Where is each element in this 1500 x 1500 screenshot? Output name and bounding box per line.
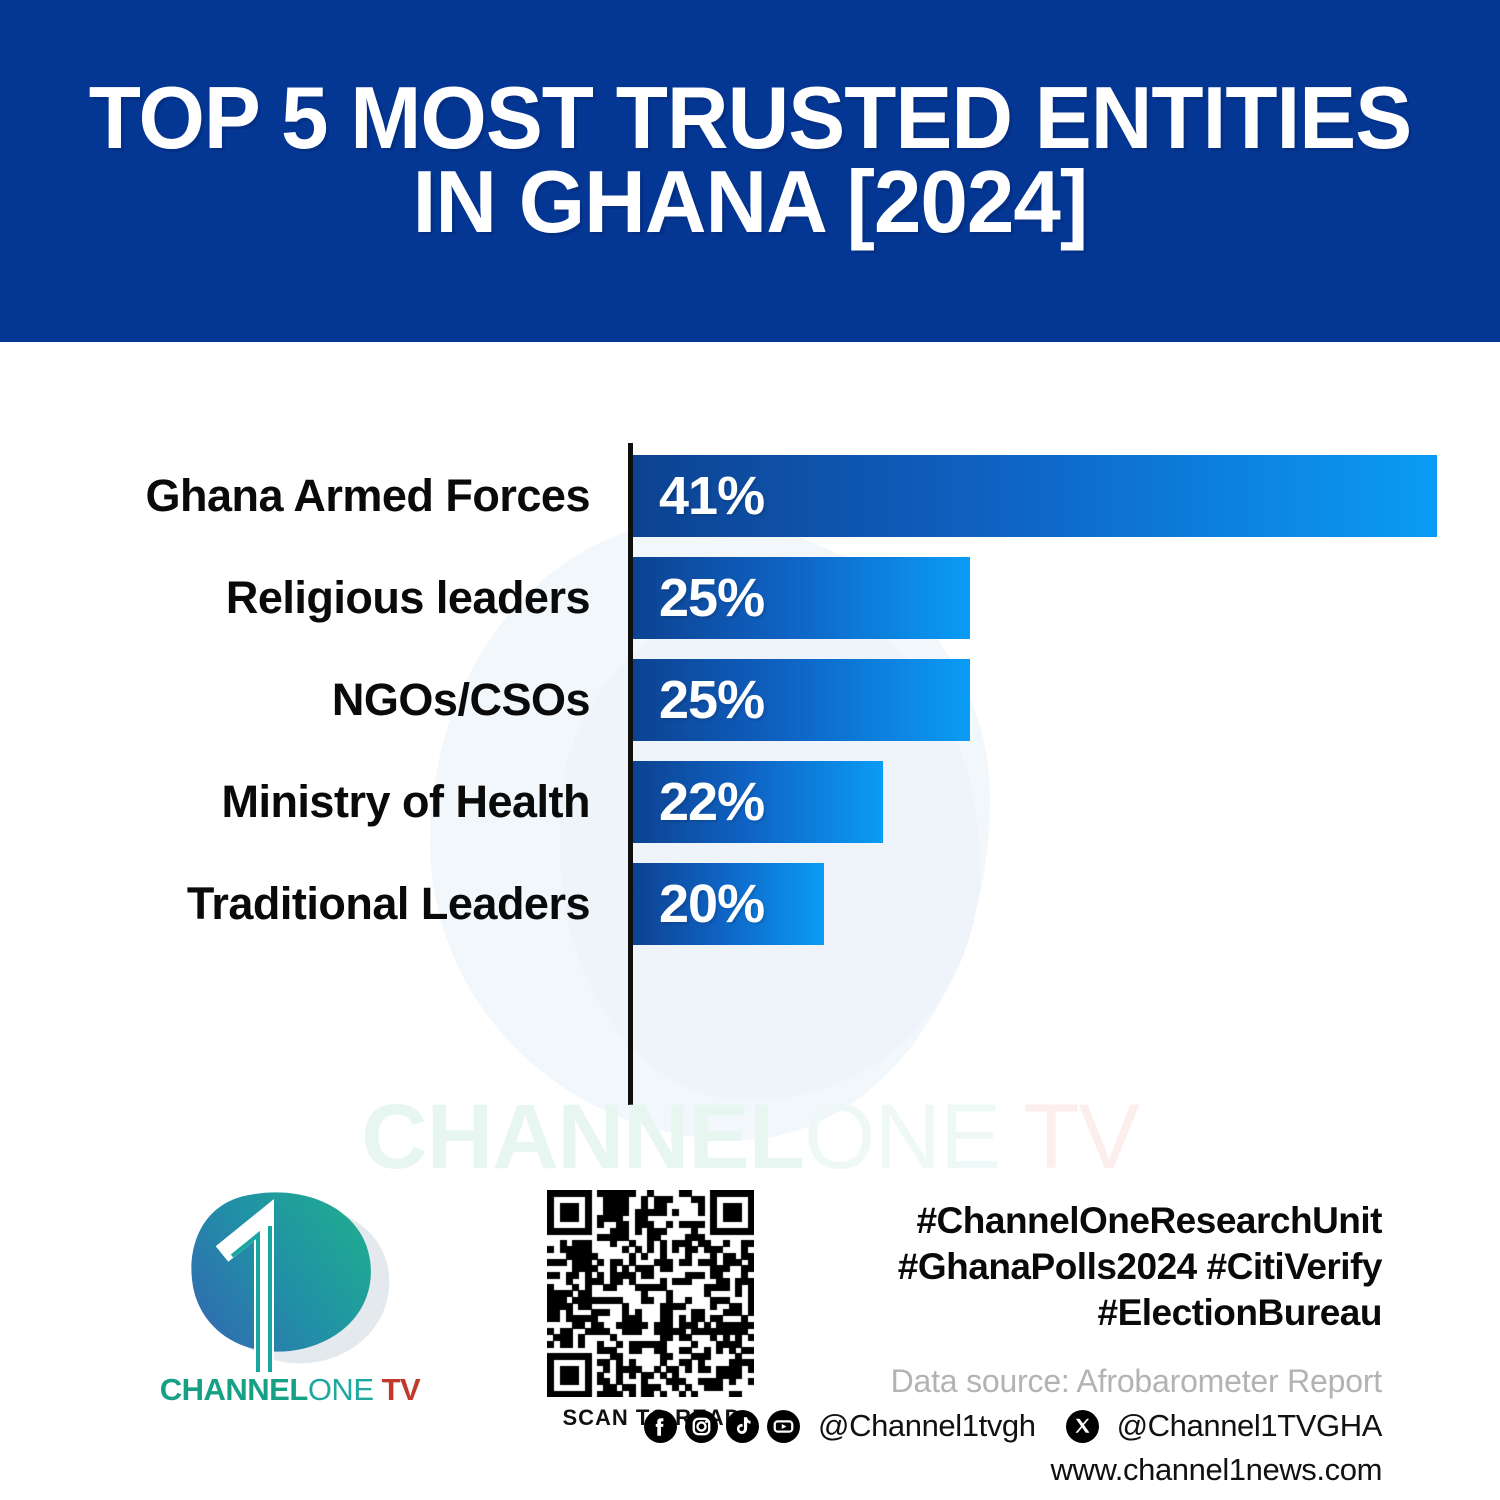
chart-row: Traditional Leaders 20% [0, 863, 1500, 945]
bar-category-label: Ghana Armed Forces [145, 470, 591, 521]
logo-wordmark-tv: TV [373, 1372, 421, 1407]
bar-ministry-of-health: 22% [633, 761, 883, 843]
bar-category-label: Religious leaders [225, 572, 591, 623]
header-banner: TOP 5 MOST TRUSTED ENTITIES IN GHANA [20… [0, 0, 1500, 342]
bar-category-label: NGOs/CSOs [331, 674, 591, 725]
bar-traditional-leaders: 20% [633, 863, 824, 945]
logo-wordmark-channel: CHANNEL [159, 1372, 309, 1407]
page-title: TOP 5 MOST TRUSTED ENTITIES IN GHANA [20… [88, 68, 1412, 251]
qr-code-image[interactable] [547, 1190, 754, 1397]
info-column: #ChannelOneResearchUnit #GhanaPolls2024 … [644, 1198, 1383, 1488]
bar-category-label: Traditional Leaders [186, 878, 591, 929]
youtube-icon[interactable] [767, 1409, 801, 1443]
bar-religious-leaders: 25% [633, 557, 970, 639]
bar-value-label: 25% [659, 568, 765, 628]
footer: CHANNELONE TV SCAN TO READ #ChannelOneRe… [0, 1180, 1500, 1500]
chart-row: NGOs/CSOs 25% [0, 659, 1500, 741]
logo-blob-shape [191, 1192, 371, 1352]
chart-row: Ministry of Health 22% [0, 761, 1500, 843]
chart-row: Religious leaders 25% [0, 557, 1500, 639]
hashtags-text: #ChannelOneResearchUnit #GhanaPolls2024 … [897, 1200, 1383, 1333]
bar-category-label: Ministry of Health [221, 776, 590, 827]
chart-axis-line [628, 443, 633, 1105]
bar-value-label: 20% [659, 874, 765, 934]
channel-one-logo-mark [191, 1192, 390, 1372]
bar-ngos-csos: 25% [633, 659, 970, 741]
x-twitter-icon[interactable] [1065, 1409, 1099, 1443]
bar-value-label: 25% [659, 670, 765, 730]
instagram-icon[interactable] [685, 1409, 719, 1443]
tiktok-icon[interactable] [726, 1409, 760, 1443]
bar-chart: Ghana Armed Forces 41% Religious leaders… [0, 430, 1500, 1120]
social-handles-row: @Channel1tvgh @Channel1TVGHA [644, 1408, 1383, 1444]
bar-value-label: 22% [659, 772, 765, 832]
bar-ghana-armed-forces: 41% [633, 455, 1437, 537]
social-handle-x[interactable]: @Channel1TVGHA [1116, 1408, 1383, 1443]
data-source-text: Data source: Afrobarometer Report [890, 1363, 1383, 1399]
logo-numeral-one-inner [230, 1230, 260, 1372]
chart-row: Ghana Armed Forces 41% [0, 455, 1500, 537]
bar-value-label: 41% [659, 466, 765, 526]
logo-wordmark: CHANNELONE TV [130, 1372, 450, 1408]
social-handle-primary[interactable]: @Channel1tvgh [818, 1408, 1036, 1443]
qr-code-block[interactable]: SCAN TO READ [547, 1190, 757, 1431]
website-url[interactable]: www.channel1news.com [1050, 1452, 1383, 1487]
facebook-icon[interactable] [644, 1409, 678, 1443]
logo-numeral-one-outer [215, 1199, 274, 1372]
logo-wordmark-one: ONE [307, 1372, 374, 1407]
channel-one-logo: CHANNELONE TV [140, 1190, 440, 1430]
